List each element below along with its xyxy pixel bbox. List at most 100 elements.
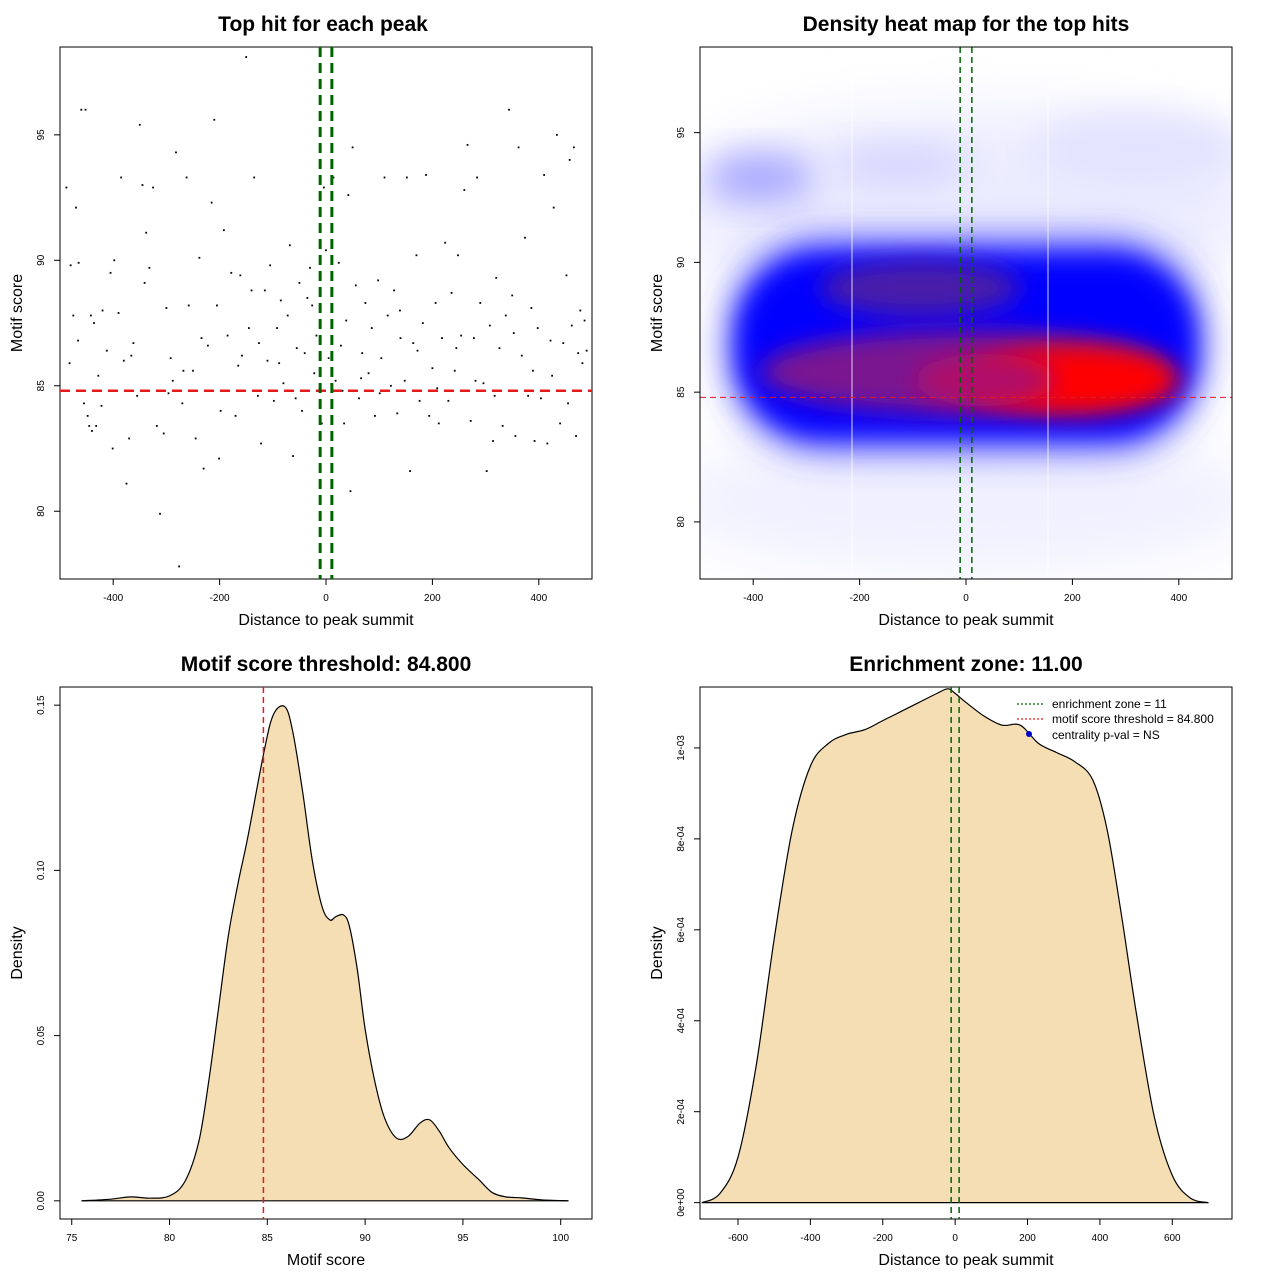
scatter-point <box>358 397 360 400</box>
score-density-title: Motif score threshold: 84.800 <box>181 653 472 676</box>
scatter-point <box>370 327 373 329</box>
scatter-point <box>436 387 439 390</box>
scatter-point <box>77 339 79 342</box>
score-density-xlabel: Motif score <box>287 1252 365 1269</box>
scatter-point <box>80 108 83 111</box>
scatter-point <box>415 254 418 257</box>
p1-xtick-label: -400 <box>103 593 123 604</box>
heatmap-blob-upper-mid <box>830 143 970 187</box>
scatter-point <box>219 409 222 412</box>
scatter-point <box>250 289 253 292</box>
p1-xtick-label: 0 <box>323 593 329 604</box>
scatter-point <box>393 289 395 292</box>
scatter-point <box>536 327 539 329</box>
scatter-point <box>263 289 266 292</box>
p4-density-fill <box>701 688 1209 1203</box>
scatter-point <box>75 206 77 209</box>
p3-xtick-label: 80 <box>164 1233 176 1244</box>
p1-ytick-label: 80 <box>36 505 47 517</box>
scatter-point <box>551 374 553 377</box>
p3-xtick-label: 90 <box>360 1233 372 1244</box>
p4-xtick-label: -400 <box>800 1233 820 1244</box>
scatter-point <box>543 174 546 176</box>
scatter-point <box>453 369 456 372</box>
heatmap-blob-center-red <box>915 354 1055 406</box>
heatmap-y-axis: 80 85 90 95 <box>676 127 700 527</box>
scatter-x-axis: -400 -200 0 200 400 <box>103 579 548 604</box>
scatter-point <box>128 437 131 440</box>
scatter-point <box>162 432 165 435</box>
scatter-point <box>418 399 421 402</box>
distance-density-x-axis: -600 -400 -200 0 200 400 600 <box>728 1219 1181 1244</box>
scatter-point <box>485 470 488 472</box>
scatter-ylabel: Motif score <box>9 274 26 352</box>
scatter-point <box>245 56 248 58</box>
scatter-point <box>474 379 477 382</box>
p3-ytick-label: 0.05 <box>36 1025 47 1045</box>
scatter-point <box>95 425 98 427</box>
scatter-point <box>396 412 399 415</box>
distance-density-ylabel: Density <box>649 926 666 979</box>
scatter-point <box>313 372 316 375</box>
score-density-panel: Motif score threshold: 84.800 75 80 85 90 95… <box>9 653 593 1269</box>
scatter-point <box>337 261 340 264</box>
scatter-point <box>294 397 297 400</box>
scatter-point <box>298 281 301 284</box>
scatter-point <box>105 349 108 352</box>
scatter-point <box>546 442 549 445</box>
scatter-point <box>450 292 453 294</box>
scatter-point <box>493 394 496 397</box>
scatter-point <box>315 334 318 337</box>
scatter-point <box>339 344 342 347</box>
p4-xtick-label: 600 <box>1164 1233 1181 1244</box>
scatter-point <box>89 314 92 317</box>
scatter-point <box>514 435 517 437</box>
p4-xtick-label: 0 <box>952 1233 958 1244</box>
scatter-point <box>583 319 586 322</box>
scatter-point <box>320 422 323 425</box>
scatter-point <box>501 425 504 427</box>
p1-ytick-label: 95 <box>36 129 47 141</box>
scatter-point <box>241 354 243 357</box>
p4-ytick-label: 4e-04 <box>676 1008 687 1034</box>
scatter-point <box>192 369 194 372</box>
scatter-point <box>421 322 424 324</box>
scatter-point <box>585 349 588 352</box>
scatter-point <box>152 186 154 189</box>
scatter-point <box>311 304 314 307</box>
scatter-point <box>374 414 376 417</box>
scatter-point <box>351 146 354 149</box>
scatter-point <box>367 372 370 375</box>
scatter-point <box>498 347 501 350</box>
distance-density-title: Enrichment zone: 11.00 <box>849 653 1082 676</box>
scatter-point <box>520 354 523 357</box>
p4-ytick-label: 0e+00 <box>676 1188 687 1217</box>
scatter-point <box>269 264 272 267</box>
scatter-point <box>200 337 203 339</box>
scatter-point <box>84 108 87 111</box>
scatter-point <box>145 231 148 234</box>
scatter-point <box>479 302 482 304</box>
heatmap-title: Density heat map for the top hits <box>803 13 1130 36</box>
scatter-point <box>552 206 555 209</box>
scatter-point <box>295 347 298 350</box>
scatter-point <box>405 176 408 179</box>
scatter-point <box>130 354 133 357</box>
scatter-point <box>425 174 427 176</box>
p3-ytick-label: 0.15 <box>36 695 47 715</box>
scatter-point <box>72 314 75 317</box>
scatter-point <box>472 337 475 339</box>
scatter-point <box>504 314 507 317</box>
scatter-point <box>292 455 294 457</box>
scatter-point <box>567 402 569 405</box>
p2-ytick-label: 95 <box>676 127 687 139</box>
scatter-point <box>466 143 469 146</box>
scatter-point <box>210 201 213 204</box>
scatter-point <box>555 133 558 136</box>
heatmap-xlabel: Distance to peak summit <box>878 612 1054 629</box>
legend-zone-label: enrichment zone = 11 <box>1052 697 1167 711</box>
scatter-point <box>581 362 584 365</box>
scatter-point <box>322 186 325 189</box>
heatmap-blob-lower-haze <box>700 430 1232 570</box>
